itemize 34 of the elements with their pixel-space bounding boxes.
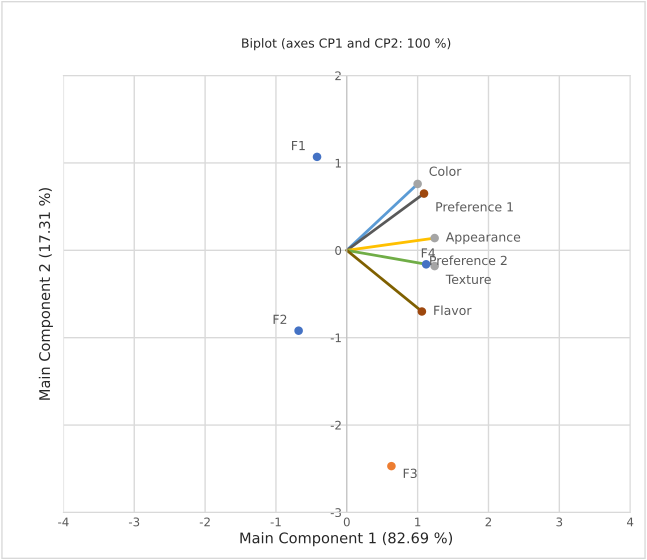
x-tick-label: -4 <box>58 518 69 526</box>
annotation: Flavor <box>434 305 472 316</box>
point <box>420 189 428 198</box>
y-tick-label: -2 <box>330 420 341 430</box>
x-axis-title: Main Component 1 (82.69 %) <box>240 532 452 546</box>
x-tick-label: -2 <box>200 517 210 526</box>
annotation: Preference 2 <box>430 255 507 266</box>
x-tick-label: -1 <box>270 518 281 526</box>
point <box>387 462 396 470</box>
x-tick-label: 3 <box>556 517 562 526</box>
point <box>422 260 430 269</box>
chart-title: Biplot (axes CP1 and CP2: 100 %) <box>242 38 450 50</box>
annotation: Texture <box>446 274 491 284</box>
x-tick-label: -3 <box>128 517 140 526</box>
point <box>430 234 439 242</box>
y-tick-label: 0 <box>335 246 342 255</box>
annotation: Preference 1 <box>436 202 513 212</box>
x-tick-label: 4 <box>627 518 634 526</box>
annotation: F1 <box>292 140 305 150</box>
x-tick-label: 0 <box>344 517 350 526</box>
point <box>312 152 322 162</box>
point <box>294 326 303 335</box>
y-axis-title: Main Component 2 (17.31 %) <box>38 188 53 400</box>
annotation: F3 <box>404 468 417 478</box>
x-tick-label: 2 <box>486 517 492 526</box>
x-tick-label: 1 <box>415 518 420 526</box>
annotation: Color <box>429 166 462 176</box>
annotation: F4 <box>422 248 436 258</box>
point <box>418 307 426 316</box>
y-tick-label: 1 <box>336 158 341 168</box>
annotation: F2 <box>274 314 286 324</box>
point <box>413 180 422 188</box>
y-tick-label: -1 <box>330 334 341 342</box>
annotation: Appearance <box>446 232 520 244</box>
